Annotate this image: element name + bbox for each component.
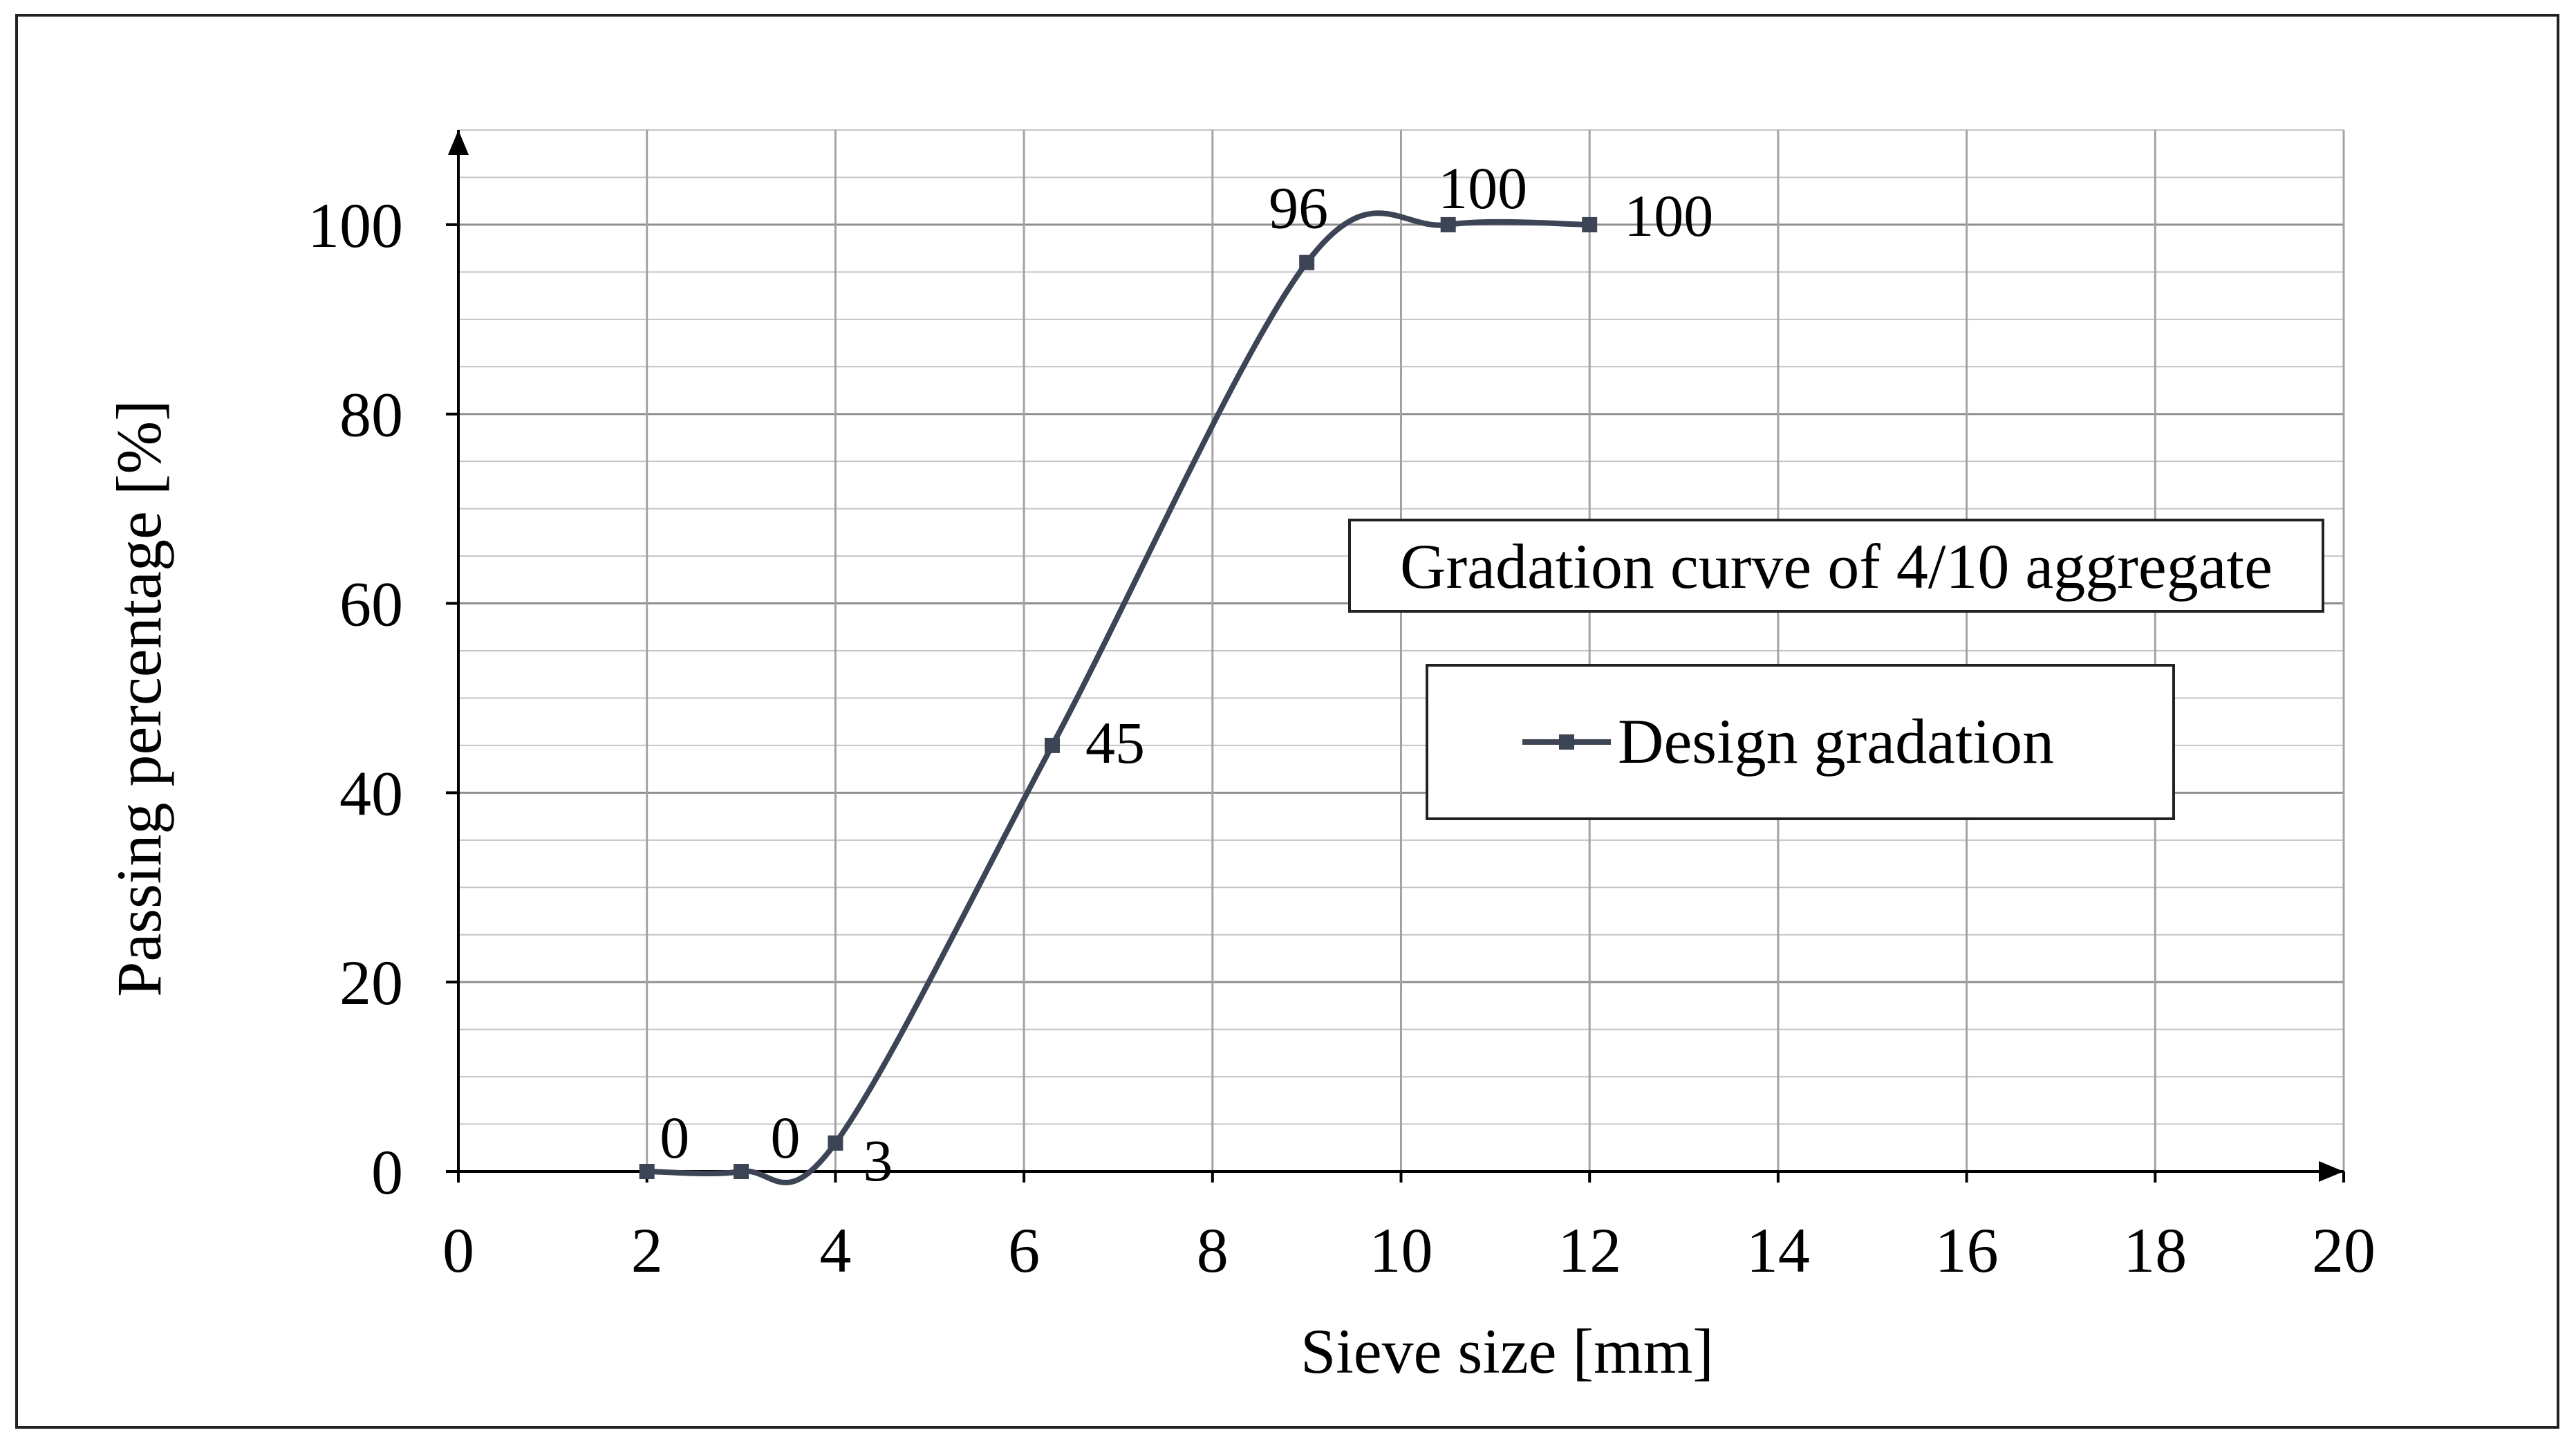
y-tick-label: 80 — [339, 380, 403, 450]
y-tick-label: 40 — [339, 758, 403, 828]
x-tick-label: 14 — [1746, 1215, 1810, 1286]
tick-labels: 0 2 4 6 8 10 12 14 16 18 20 0 20 40 60 80 100 — [308, 190, 2376, 1286]
x-tick-label: 20 — [2312, 1215, 2376, 1286]
data-label: 100 — [1438, 155, 1527, 221]
data-point-marker — [639, 1164, 655, 1179]
x-tick-label: 4 — [819, 1215, 851, 1286]
y-tick-label: 100 — [308, 190, 403, 261]
x-axis-title: Sieve size [mm] — [1300, 1316, 1714, 1387]
x-tick-label: 0 — [442, 1215, 474, 1286]
y-tick-label: 60 — [339, 569, 403, 640]
series-line-design-gradation — [646, 210, 1590, 1186]
axes — [446, 130, 2345, 1183]
legend: Design gradation — [1426, 664, 2175, 820]
data-label: 100 — [1624, 183, 1713, 249]
data-label: 0 — [771, 1104, 801, 1171]
x-tick-label: 16 — [1935, 1215, 1999, 1286]
data-point-marker — [1045, 737, 1061, 753]
y-axis-title: Passing percentage [%] — [104, 400, 174, 997]
legend-marker — [1559, 734, 1574, 750]
data-point-marker — [1299, 254, 1315, 270]
data-label: 96 — [1269, 175, 1328, 241]
x-tick-label: 18 — [2123, 1215, 2187, 1286]
x-axis-arrow — [2319, 1161, 2344, 1182]
data-label: 0 — [660, 1104, 689, 1171]
y-tick-label: 20 — [339, 947, 403, 1018]
x-tick-label: 8 — [1197, 1215, 1229, 1286]
x-tick-label: 10 — [1370, 1215, 1433, 1286]
data-point-marker — [734, 1164, 749, 1179]
grid — [458, 129, 2345, 1171]
data-point-marker — [828, 1135, 843, 1151]
x-tick-label: 6 — [1008, 1215, 1040, 1286]
series-design-gradation — [639, 210, 1598, 1186]
chart-title-box: Gradation curve of 4/10 aggregate — [1348, 519, 2324, 613]
data-point-marker — [1440, 216, 1456, 232]
x-tick-label: 2 — [631, 1215, 663, 1286]
chart-title: Gradation curve of 4/10 aggregate — [1400, 531, 2272, 602]
chart-title-frame — [1348, 519, 2324, 613]
data-point-marker — [1582, 216, 1598, 232]
legend-label-design-gradation: Design gradation — [1618, 706, 2054, 777]
x-tick-label: 12 — [1558, 1215, 1621, 1286]
data-label: 3 — [863, 1127, 893, 1194]
data-label: 45 — [1085, 710, 1145, 776]
y-axis-arrow — [448, 130, 469, 155]
y-tick-label: 0 — [371, 1137, 403, 1207]
